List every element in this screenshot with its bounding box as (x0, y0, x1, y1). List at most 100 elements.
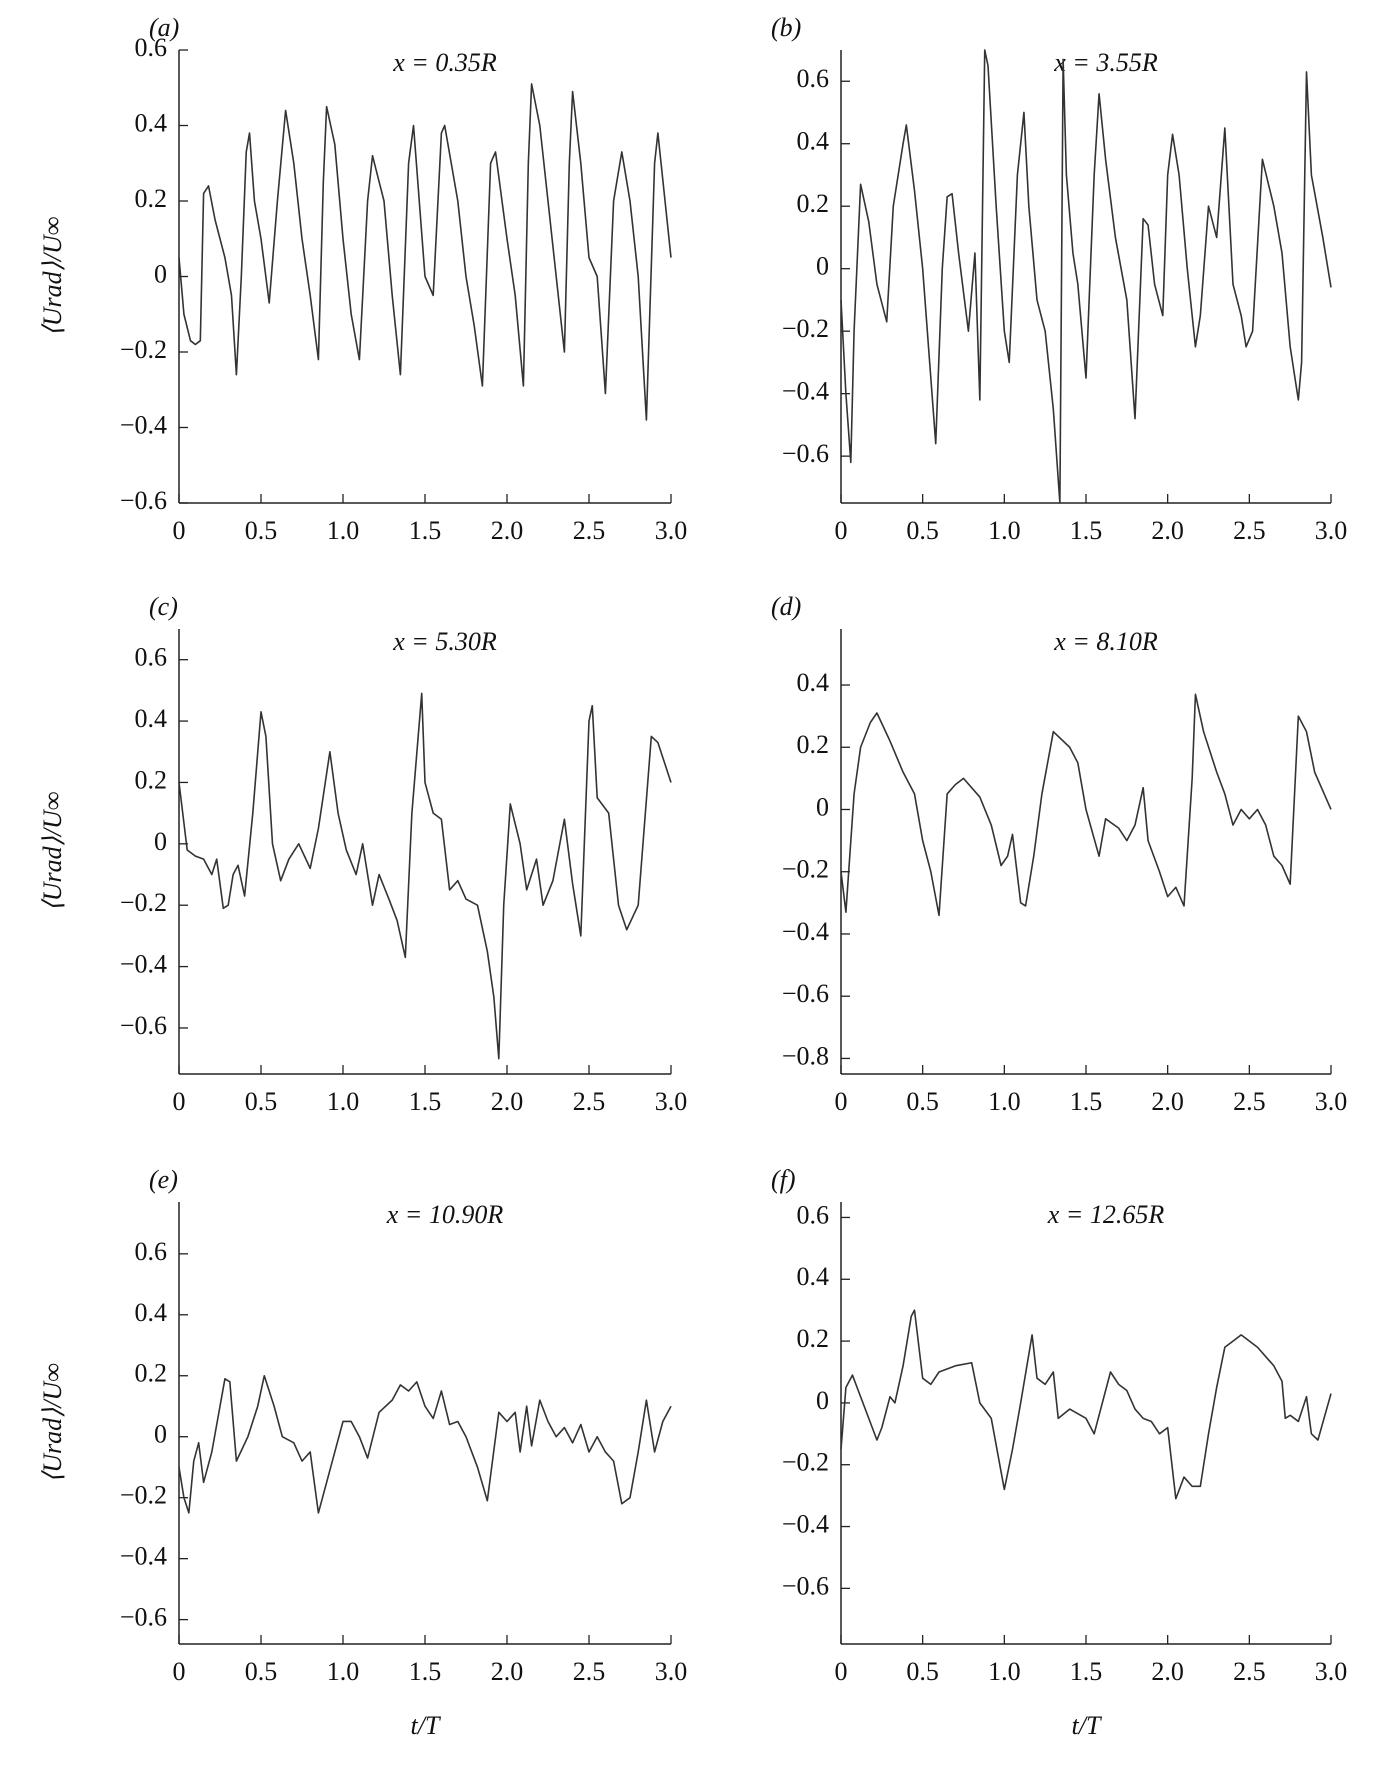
panel-label: (f) (771, 1165, 796, 1194)
y-tick-label: 0.2 (797, 1324, 830, 1353)
y-tick-label: 0.4 (797, 1262, 830, 1291)
annotation: x = 10.90R (386, 1200, 504, 1229)
x-tick-label: 2.5 (1233, 516, 1266, 545)
data-line (840, 49, 1332, 504)
x-tick-label: 0 (173, 1657, 186, 1686)
x-tick-label: 0.5 (245, 1087, 278, 1116)
x-tick-label: 0 (835, 516, 848, 545)
x-tick-label: 2.0 (491, 1657, 524, 1686)
annotation: x = 12.65R (1047, 1200, 1165, 1229)
y-tick-label: 0 (816, 792, 829, 821)
data-line (840, 693, 1332, 917)
x-tick-label: 2.5 (1233, 1087, 1266, 1116)
x-tick-label: 2.0 (491, 516, 524, 545)
x-tick-label: 0 (173, 516, 186, 545)
x-tick-label: 1.0 (988, 516, 1021, 545)
y-tick-label: 0.2 (797, 730, 830, 759)
annotation: x = 3.55R (1053, 48, 1158, 77)
y-tick-label: 0.6 (135, 643, 168, 672)
y-tick-label: −0.4 (782, 1510, 829, 1539)
x-tick-label: 0 (835, 1087, 848, 1116)
y-tick-label: 0.2 (797, 189, 830, 218)
x-tick-label: 1.5 (1070, 1087, 1103, 1116)
y-tick-label: 0.6 (797, 1200, 830, 1229)
y-tick-label: −0.4 (120, 410, 167, 439)
y-tick-label: 0.6 (135, 1237, 168, 1266)
x-tick-label: 0.5 (245, 516, 278, 545)
y-tick-label: 0.2 (135, 1359, 168, 1388)
panel-label: (d) (771, 592, 801, 621)
data-line (178, 1374, 672, 1514)
y-tick-label: −0.6 (120, 1011, 167, 1040)
x-tick-label: 0.5 (245, 1657, 278, 1686)
x-tick-label: 2.0 (1151, 1087, 1184, 1116)
y-tick-label: −0.4 (120, 1542, 167, 1571)
y-tick-label: 0 (816, 1386, 829, 1415)
x-tick-label: 3.0 (1315, 1087, 1348, 1116)
y-tick-label: −0.4 (120, 950, 167, 979)
x-tick-label: 0.5 (906, 1087, 939, 1116)
x-tick-label: 0.5 (906, 516, 939, 545)
y-tick-label: 0.4 (135, 704, 168, 733)
y-tick-label: −0.6 (782, 979, 829, 1008)
y-tick-label: −0.4 (782, 917, 829, 946)
y-tick-label: −0.2 (782, 1448, 829, 1477)
annotation: x = 0.35R (392, 48, 497, 77)
x-tick-label: 2.5 (573, 1087, 606, 1116)
y-tick-label: 0.6 (797, 64, 830, 93)
y-tick-label: −0.2 (120, 335, 167, 364)
y-tick-label: −0.2 (782, 314, 829, 343)
x-tick-label: 2.0 (1151, 1657, 1184, 1686)
x-tick-label: 0 (835, 1657, 848, 1686)
panel-label: (a) (149, 13, 179, 42)
x-tick-label: 1.5 (409, 1087, 442, 1116)
x-tick-label: 1.5 (409, 1657, 442, 1686)
data-line (178, 83, 672, 421)
x-tick-label: 1.5 (409, 516, 442, 545)
y-tick-label: −0.6 (782, 439, 829, 468)
y-tick-label: 0.4 (135, 108, 168, 137)
y-tick-label: 0.6 (135, 33, 168, 62)
y-tick-label: 0 (154, 259, 167, 288)
x-tick-label: 2.5 (573, 1657, 606, 1686)
data-line (178, 692, 672, 1060)
x-tick-label: 3.0 (1315, 516, 1348, 545)
y-tick-label: 0 (154, 827, 167, 856)
panel-label: (b) (771, 13, 801, 42)
y-tick-label: 0.4 (135, 1298, 168, 1327)
x-tick-label: 1.0 (327, 516, 360, 545)
x-tick-label: 3.0 (655, 516, 688, 545)
y-axis-label: ⟨Urad⟩/U∞ (38, 1363, 67, 1483)
annotation: x = 8.10R (1053, 627, 1158, 656)
data-line (840, 1309, 1332, 1500)
y-tick-label: 0 (154, 1420, 167, 1449)
panel-label: (c) (149, 592, 178, 621)
x-tick-label: 3.0 (655, 1087, 688, 1116)
x-tick-label: 1.0 (327, 1087, 360, 1116)
y-axis-label: ⟨Urad⟩/U∞ (38, 217, 67, 337)
x-tick-label: 1.0 (988, 1657, 1021, 1686)
x-tick-label: 3.0 (655, 1657, 688, 1686)
y-tick-label: −0.6 (120, 486, 167, 515)
y-tick-label: −0.2 (120, 888, 167, 917)
x-tick-label: 3.0 (1315, 1657, 1348, 1686)
y-tick-label: −0.8 (782, 1041, 829, 1070)
y-tick-label: −0.6 (120, 1603, 167, 1632)
x-tick-label: 1.0 (327, 1657, 360, 1686)
x-tick-label: 2.0 (1151, 516, 1184, 545)
x-tick-label: 2.0 (491, 1087, 524, 1116)
y-tick-label: 0.4 (797, 668, 830, 697)
y-axis-label: ⟨Urad⟩/U∞ (38, 792, 67, 912)
x-tick-label: 1.5 (1070, 516, 1103, 545)
x-tick-label: 0 (173, 1087, 186, 1116)
x-axis-label: t/T (1072, 1711, 1102, 1740)
x-tick-label: 1.0 (988, 1087, 1021, 1116)
x-tick-label: 2.5 (573, 516, 606, 545)
y-tick-label: 0.2 (135, 184, 168, 213)
panel-label: (e) (149, 1165, 178, 1194)
y-tick-label: −0.4 (782, 377, 829, 406)
y-tick-label: −0.6 (782, 1571, 829, 1600)
y-tick-label: 0.2 (135, 765, 168, 794)
x-tick-label: 0.5 (906, 1657, 939, 1686)
